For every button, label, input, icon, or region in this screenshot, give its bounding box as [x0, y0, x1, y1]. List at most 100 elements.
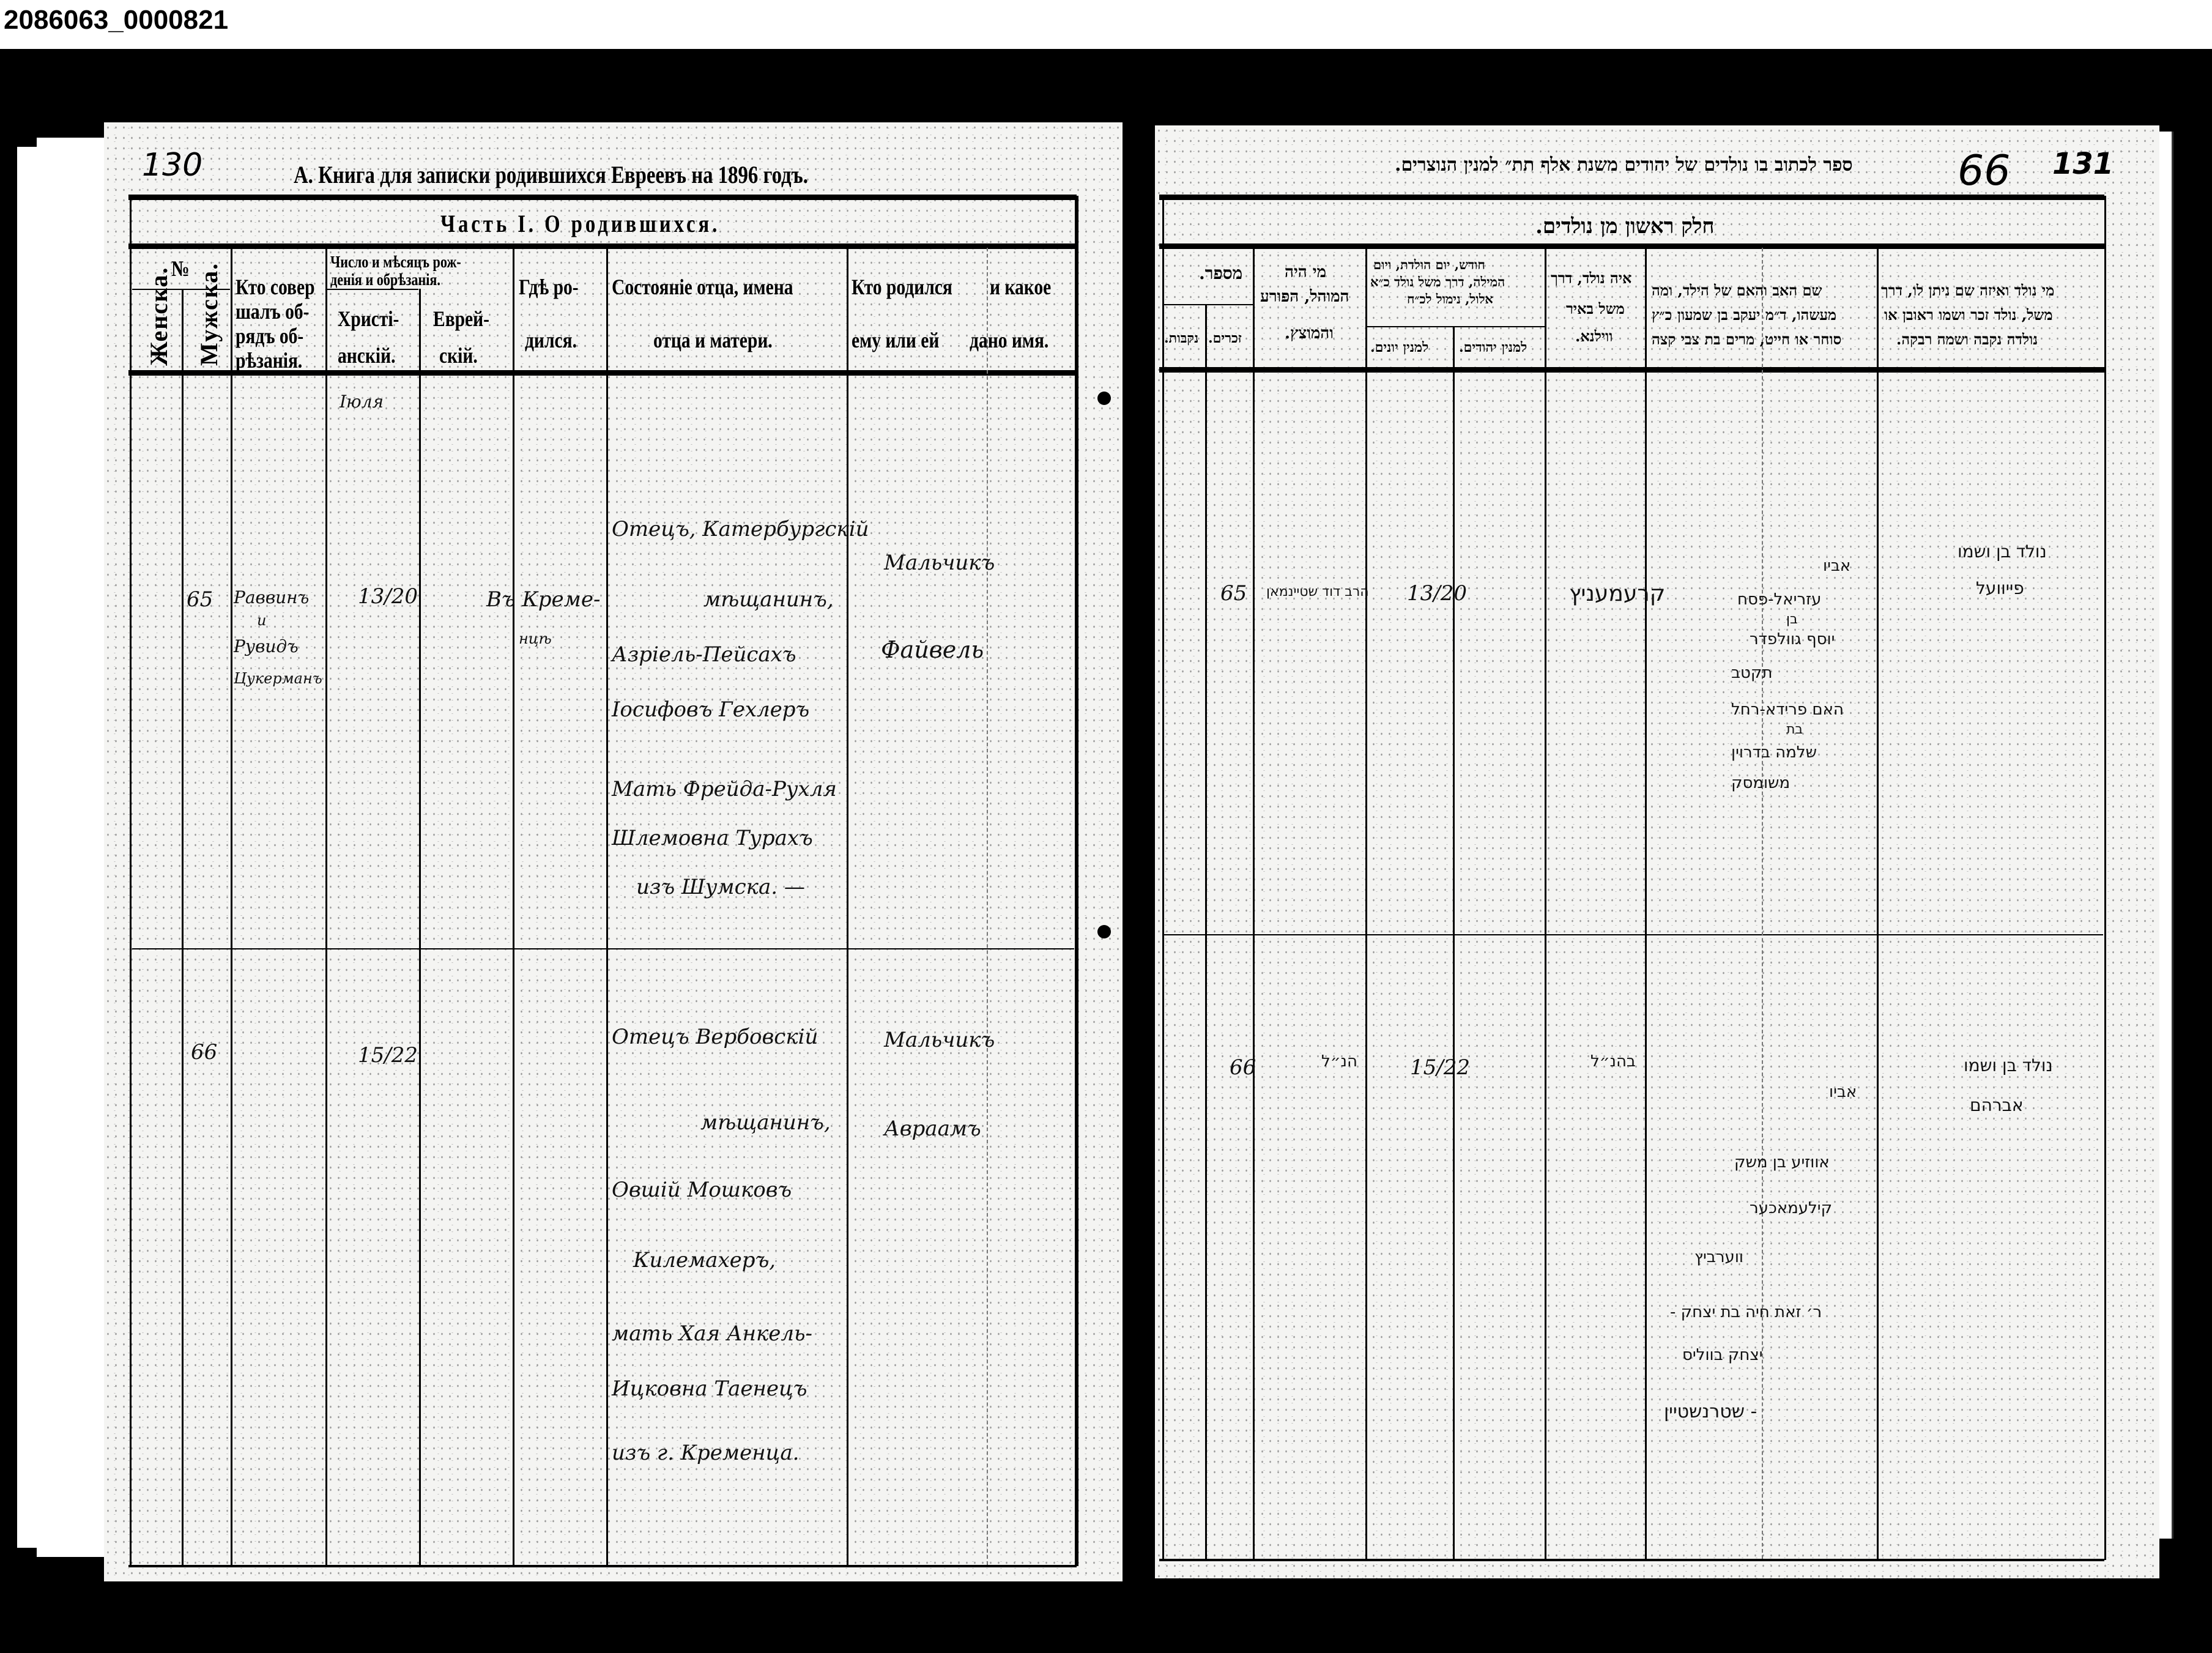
header-place: ווילנא. — [1575, 327, 1613, 345]
column-line — [1545, 248, 1546, 1559]
parents-line: משומסק — [1731, 774, 1791, 792]
column-line — [182, 289, 184, 1565]
column-line — [1205, 304, 1207, 1559]
column-line — [1645, 248, 1647, 1559]
header-male: זכרים. — [1208, 330, 1242, 346]
table-border — [130, 196, 132, 1566]
header-performed-by: рѣзанія. — [236, 348, 303, 373]
parents-line: בן — [1786, 612, 1798, 627]
header-mohel: והמוצץ. — [1285, 324, 1334, 343]
parents-line: Килемахеръ, — [633, 1248, 776, 1272]
birth-place: בהנ״ל — [1590, 1052, 1636, 1071]
birth-month: Іюля — [340, 392, 384, 412]
header-mohel: מי היה — [1285, 263, 1327, 281]
column-line — [1762, 248, 1763, 1559]
mohel: הנ״ל — [1321, 1052, 1357, 1071]
column-line — [987, 248, 988, 1565]
header-jewish: למנין יהודים. — [1459, 340, 1527, 355]
parents-line: мѣщанинъ, — [700, 1110, 831, 1135]
parents-line: Отецъ Вербовскій — [612, 1025, 818, 1049]
page-number: 130 — [142, 147, 203, 184]
header-name-given: и какое — [990, 275, 1052, 299]
parents-line: האם פרידא-רחל — [1731, 700, 1844, 719]
entry-number: 66 — [1230, 1055, 1256, 1080]
image-id-strip: 2086063_0000821 — [0, 0, 2212, 49]
left-page — [104, 122, 1123, 1581]
child-name: פייוועל — [1976, 578, 2024, 598]
header-date-group: Число и мѣсяцъ рож- — [330, 253, 461, 271]
header-date-group: חודש, יום הולדת, ויום — [1373, 257, 1485, 272]
header-place: איה נולד, דרך — [1551, 269, 1632, 287]
child-name: Файвель — [881, 636, 984, 663]
entry-number: 65 — [1220, 581, 1247, 606]
parents-line: Шлемовна Турахъ — [612, 826, 813, 850]
header-parents: מעשהו, ד״מ יעקב בן שמעון כ״ץ — [1652, 306, 1837, 324]
parents-line: мать Хая Анкель- — [612, 1321, 813, 1346]
mohel: הרב דוד שטיינמאן — [1266, 584, 1369, 600]
binding-hole — [1097, 925, 1111, 938]
column-line — [231, 248, 232, 1565]
header-place: משל באיר — [1566, 300, 1625, 318]
page-number: 131 — [2052, 147, 2114, 181]
header-christian: למנין יונים. — [1370, 340, 1429, 355]
header-number: № — [171, 256, 190, 281]
parents-line: אביו — [1829, 1083, 1857, 1101]
child-sex: Мальчикъ — [884, 551, 995, 575]
table-border — [128, 1565, 1077, 1567]
header-performed-by: рядъ об- — [236, 324, 304, 348]
parents-line: עזריאל-פסח — [1737, 590, 1822, 609]
parents-line: תקטב — [1731, 664, 1773, 682]
table-border — [1159, 243, 2104, 249]
parents-line: בת — [1786, 722, 1803, 737]
table-border — [2104, 196, 2106, 1560]
column-line — [1365, 248, 1367, 1559]
birth-date: 15/22 — [1410, 1055, 1470, 1080]
header-place: Гдѣ ро- — [519, 275, 579, 299]
performed-by: Рувидъ — [234, 636, 299, 656]
part-title: Часть I. О родившихся. — [440, 210, 721, 237]
parents-line: ר׳ זאת חיה בת יצחק - — [1670, 1303, 1822, 1321]
parents-line: קילעמאכער — [1750, 1199, 1833, 1217]
performed-by: и — [257, 612, 267, 629]
header-parents: שם האב והאם של הילד, ומה — [1652, 281, 1822, 299]
entry-number: 65 — [187, 587, 213, 612]
parents-line: אביו — [1823, 557, 1851, 575]
column-line — [513, 248, 514, 1565]
parents-line: Мать Фрейда-Рухля — [612, 777, 837, 801]
header-child: משל, נולד זכר ושמו ראובן או — [1884, 306, 2053, 324]
page-title: А. Книга для записки родившихся Евреевъ … — [294, 161, 808, 188]
table-border — [128, 195, 1077, 200]
header-female: נקבות. — [1164, 330, 1199, 346]
birth-place: קרעמעניץ — [1569, 581, 1666, 606]
column-line — [325, 248, 327, 1565]
page-number: 66 — [1958, 147, 2011, 195]
birth-date: 13/20 — [358, 584, 418, 609]
parents-line: Овшій Мошковъ — [612, 1178, 792, 1202]
parents-line: יצחק בווליס — [1682, 1346, 1763, 1364]
parents-line: изъ Шумска. — — [636, 875, 805, 899]
column-line — [1453, 326, 1455, 1559]
table-border — [1075, 196, 1078, 1566]
header-subline — [1365, 326, 1545, 327]
table-border — [1159, 195, 2104, 200]
header-parents: Состояніе отца, имена — [612, 275, 793, 299]
header-performed-by: Кто совер — [236, 275, 315, 299]
child-sex: נולד בן ושמו — [1964, 1055, 2053, 1075]
row-divider — [1164, 934, 2103, 935]
header-male: Мужска. — [195, 262, 223, 366]
header-parents: סוחר או חייט, מרים בת צבי קצה — [1652, 330, 1842, 348]
birth-date: 15/22 — [358, 1043, 418, 1068]
parents-line: изъ г. Кременца. — [612, 1441, 800, 1465]
child-name: אברהם — [1970, 1095, 2024, 1115]
parents-line: мѣщанинъ, — [703, 587, 834, 612]
part-title: חלק ראשון מן נולדים. — [1535, 214, 1715, 239]
page-title: ספר לכתוב בו נולדים של יהודים משנת אלף ת… — [1395, 154, 1853, 176]
header-child: נולדה נקבה ושמה רבקה. — [1896, 330, 2038, 348]
header-who-born: Кто родился — [852, 275, 952, 299]
parents-line: Азріель-Пейсахъ — [612, 642, 796, 667]
header-subline — [325, 289, 418, 290]
table-border — [1159, 367, 2104, 373]
header-who-born: ему или ей — [852, 328, 940, 352]
header-female: Женска. — [145, 266, 173, 366]
binding-hole — [1097, 392, 1111, 405]
